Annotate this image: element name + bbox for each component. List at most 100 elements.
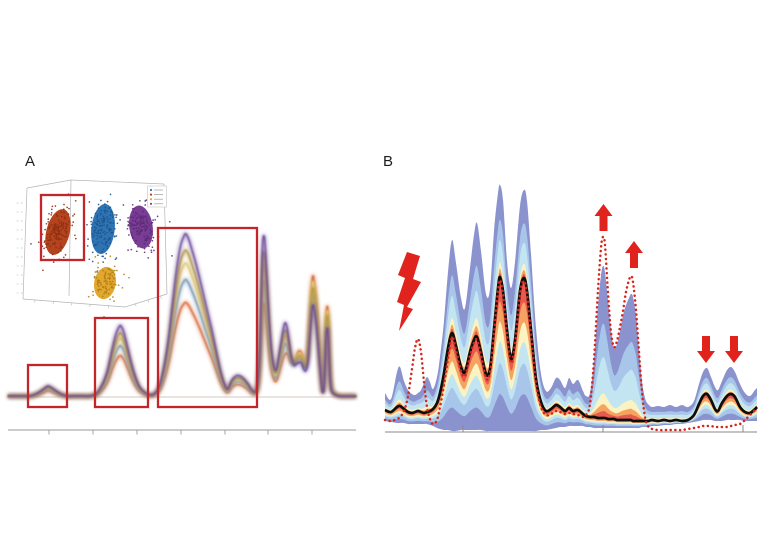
- cluster-blue-point: [100, 241, 103, 244]
- cluster-yellow-point: [112, 296, 114, 298]
- cluster-yellow-point: [105, 282, 107, 285]
- cluster-purple-point: [140, 225, 143, 228]
- cluster-purple-point: [138, 231, 141, 234]
- cluster-yellow-point: [110, 269, 113, 272]
- cluster-blue-point: [103, 224, 105, 226]
- cluster-blue-point: [106, 210, 109, 213]
- cluster-red: [30, 193, 91, 272]
- cluster-purple-point: [131, 237, 134, 239]
- cluster-purple-point: [128, 221, 131, 224]
- cluster-red-point: [55, 232, 58, 235]
- cluster-blue-point: [101, 255, 104, 258]
- cluster-blue-point: [110, 210, 112, 213]
- cluster-blue-point: [93, 245, 95, 247]
- cluster-blue-point: [98, 236, 101, 238]
- cluster-yellow-point: [107, 268, 109, 270]
- cluster-purple-point: [137, 227, 140, 229]
- cluster-blue-point: [109, 206, 112, 209]
- cluster-blue-point: [93, 243, 96, 246]
- cluster-red-point: [65, 225, 67, 228]
- cluster-blue-point: [116, 222, 119, 225]
- inset-axes-box-edge: [22, 298, 126, 308]
- cluster-blue-point: [105, 209, 107, 212]
- panel-a-3d-scatter-inset: [16, 179, 173, 318]
- cluster-blue-point: [100, 209, 103, 212]
- cluster-red-point: [63, 216, 66, 218]
- cluster-red-point: [61, 246, 63, 249]
- cluster-yellow-point: [123, 273, 125, 276]
- cluster-blue-point: [93, 226, 96, 229]
- cluster-purple-point: [148, 245, 150, 248]
- cluster-purple-point: [132, 211, 135, 213]
- cluster-purple-point: [150, 251, 153, 254]
- cluster-red-point: [58, 219, 60, 222]
- cluster-blue-point: [108, 217, 111, 220]
- cluster-purple-point: [152, 219, 154, 221]
- increase-arrow-2-icon: [625, 241, 643, 268]
- cluster-blue-point: [103, 210, 106, 213]
- cluster-blue-point: [104, 203, 106, 205]
- cluster-purple-point: [127, 220, 129, 223]
- cluster-red-point: [56, 215, 59, 218]
- cluster-purple-point: [151, 239, 154, 242]
- cluster-purple-point: [137, 221, 140, 224]
- query-spectrum-dotted-line: [383, 235, 759, 432]
- cluster-purple-point: [133, 207, 135, 210]
- cluster-red-point: [61, 227, 64, 230]
- cluster-blue-point: [99, 225, 102, 227]
- cluster-blue-point: [94, 244, 97, 246]
- cluster-purple-point: [152, 236, 155, 239]
- cluster-purple-point: [144, 200, 147, 202]
- cluster-purple-point: [144, 230, 147, 232]
- inset-x2-tick: [147, 299, 149, 303]
- cluster-red-point: [50, 233, 53, 235]
- cluster-blue-point: [100, 199, 102, 202]
- cluster-yellow-point: [109, 255, 112, 258]
- cluster-purple-point: [171, 255, 173, 257]
- cluster-blue-point: [99, 232, 102, 234]
- cluster-blue-point: [100, 236, 102, 239]
- cluster-red-point: [54, 205, 57, 207]
- cluster-yellow-point: [104, 271, 107, 273]
- cluster-blue-point: [101, 250, 103, 253]
- cluster-blue-point: [115, 216, 117, 219]
- cluster-yellow-point: [111, 280, 114, 283]
- cluster-red-point: [60, 229, 62, 232]
- cluster-purple-point: [145, 217, 148, 220]
- cluster-red-point: [56, 224, 59, 226]
- cluster-blue-point: [91, 251, 94, 254]
- cluster-red-point: [63, 203, 65, 206]
- cluster-purple-point: [127, 223, 130, 226]
- cluster-red-point: [57, 233, 60, 235]
- peak-highlight-rect: [26, 363, 69, 409]
- cluster-blue-point: [102, 261, 105, 263]
- cluster-blue-point: [114, 258, 117, 261]
- inset-cluster-highlight-rect: [39, 193, 86, 262]
- cluster-blue-point: [100, 217, 103, 220]
- cluster-red-point: [55, 213, 58, 216]
- cluster-yellow-point: [111, 275, 114, 278]
- panel-b-query-spectrum-dotted: [383, 235, 759, 432]
- cluster-red-point: [47, 218, 50, 220]
- cluster-yellow-point: [113, 273, 116, 275]
- cluster-red-point: [44, 243, 47, 245]
- cluster-red-point: [47, 221, 50, 223]
- cluster-red-point: [50, 224, 53, 226]
- cluster-blue-point: [111, 216, 114, 219]
- cluster-yellow-point: [94, 271, 97, 273]
- cluster-purple-point: [136, 222, 138, 225]
- cluster-red-point: [74, 237, 77, 240]
- cluster-yellow-point: [95, 276, 98, 279]
- cluster-red-point: [57, 229, 60, 231]
- cluster-yellow-point: [96, 269, 99, 272]
- cluster-blue-point: [92, 236, 95, 238]
- cluster-blue-point: [111, 213, 114, 216]
- cluster-yellow-point: [106, 283, 109, 286]
- cluster-purple-point: [132, 216, 135, 219]
- cluster-red-point: [58, 238, 60, 241]
- inset-axes-box-edge: [68, 179, 72, 297]
- orange-spectrum: [8, 275, 356, 398]
- cluster-yellow-point: [97, 266, 99, 269]
- cluster-purple-point: [140, 222, 143, 225]
